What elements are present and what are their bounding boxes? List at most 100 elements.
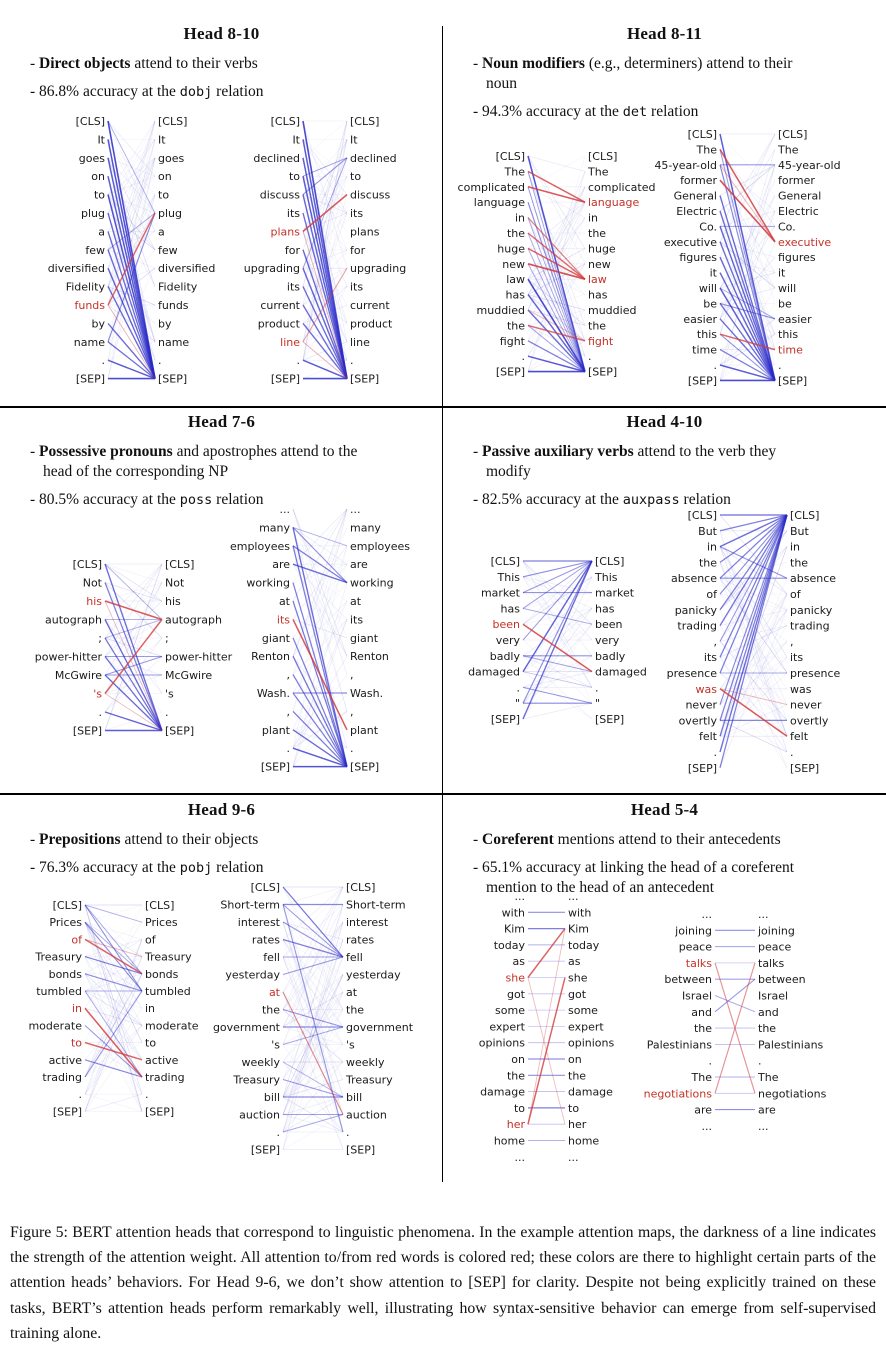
token-label: auction — [346, 1109, 387, 1122]
token-label: overtly — [679, 714, 718, 727]
token-label: by — [158, 317, 172, 330]
attention-line — [719, 180, 776, 289]
attention-line — [107, 157, 156, 287]
attention-line — [84, 973, 143, 1026]
token-label: [SEP] — [158, 373, 187, 386]
attention-line — [292, 545, 348, 767]
token-label: It — [350, 133, 358, 146]
token-label: Treasury — [232, 1074, 280, 1087]
token-label: 's — [93, 688, 102, 701]
token-label: few — [85, 244, 105, 257]
token-label: [SEP] — [350, 761, 379, 774]
attention-map: [CLS] [CLS] But But in in the the absence absence… — [667, 509, 841, 775]
token-label: weekly — [242, 1056, 281, 1069]
attention-line — [282, 956, 344, 1115]
attention-line — [522, 576, 593, 625]
token-label: she — [506, 972, 526, 985]
token-label: home — [568, 1135, 599, 1148]
attention-line — [522, 655, 593, 688]
token-label: bonds — [49, 968, 83, 981]
token-label: as — [568, 955, 581, 968]
attention-line — [282, 1096, 344, 1133]
attention-line — [107, 120, 156, 177]
token-label: [CLS] — [251, 881, 280, 894]
token-label: line — [350, 336, 370, 349]
token-label: some — [568, 1004, 598, 1017]
attention-map: [CLS] [CLS] The The complicated complicated la… — [458, 150, 656, 379]
attention-line — [527, 186, 586, 203]
token-label: [CLS] — [53, 899, 82, 912]
attention-line — [107, 267, 156, 379]
attention-line — [107, 157, 156, 214]
token-label: to — [145, 1037, 156, 1050]
token-label: working — [246, 577, 290, 590]
attention-line — [719, 164, 776, 243]
attention-line — [527, 232, 586, 280]
attention-line — [84, 973, 143, 1078]
token-label: This — [594, 571, 618, 584]
attention-line — [522, 655, 593, 673]
token-label: damaged — [468, 666, 520, 679]
attention-line — [107, 157, 156, 306]
attention-line — [719, 514, 788, 642]
token-label: current — [260, 299, 300, 312]
token-label: opinions — [568, 1037, 614, 1050]
attention-line — [84, 973, 143, 1078]
token-label: [CLS] — [271, 115, 300, 128]
attention-line — [292, 600, 348, 730]
attention-line — [84, 1041, 143, 1061]
token-label: presence — [667, 667, 718, 680]
attention-line — [527, 170, 586, 203]
token-label: ... — [350, 503, 361, 516]
token-label: damaged — [595, 666, 647, 679]
token-label: Renton — [251, 650, 290, 663]
attention-line — [522, 608, 593, 704]
attention-line — [719, 210, 776, 289]
panel-head-8-11: Head 8-11 - Noun modifiers (e.g., determ… — [443, 24, 886, 129]
attention-line — [527, 186, 586, 372]
panel-title: Head 8-10 — [183, 24, 260, 43]
token-label: former — [680, 174, 717, 187]
attention-line — [292, 508, 348, 657]
attention-line — [84, 904, 143, 992]
token-label: the — [588, 319, 606, 332]
attention-line — [719, 609, 788, 768]
token-label: goes — [79, 152, 105, 165]
attention-line — [719, 180, 776, 273]
token-label: Kim — [568, 923, 589, 936]
attention-line — [719, 241, 776, 289]
attention-line — [302, 194, 348, 251]
bullet: - 76.3% accuracy at the pobj relation — [30, 858, 264, 876]
attention-line — [302, 231, 348, 251]
token-label: . — [350, 742, 354, 755]
attention-line — [84, 1093, 143, 1112]
attention-map: ... ... many many employees employees are are wo… — [230, 503, 410, 774]
token-label: market — [595, 587, 635, 600]
attention-line — [107, 212, 156, 342]
attention-line — [719, 578, 788, 737]
bullet: - 94.3% accuracy at the det relation — [473, 102, 699, 120]
token-label: got — [568, 988, 587, 1001]
attention-line — [84, 921, 143, 940]
token-label: are — [694, 1104, 712, 1117]
token-label: [SEP] — [595, 713, 624, 726]
attention-line — [719, 514, 788, 563]
attention-line — [527, 263, 586, 372]
attention-line — [104, 563, 163, 602]
attention-line — [719, 149, 776, 381]
token-label: Not — [165, 577, 185, 590]
attention-line — [719, 164, 776, 212]
attention-line — [522, 623, 593, 673]
attention-line — [522, 560, 593, 578]
attention-line — [527, 278, 586, 326]
attention-line — [719, 272, 776, 289]
attention-line — [282, 939, 344, 1010]
token-label: time — [778, 344, 803, 357]
token-label: has — [595, 602, 615, 615]
token-label: at — [346, 986, 358, 999]
token-label: Treasury — [345, 1074, 393, 1087]
attention-line — [719, 514, 788, 532]
token-label: in — [72, 1002, 82, 1015]
token-label: muddied — [588, 304, 636, 317]
attention-line — [522, 687, 593, 704]
